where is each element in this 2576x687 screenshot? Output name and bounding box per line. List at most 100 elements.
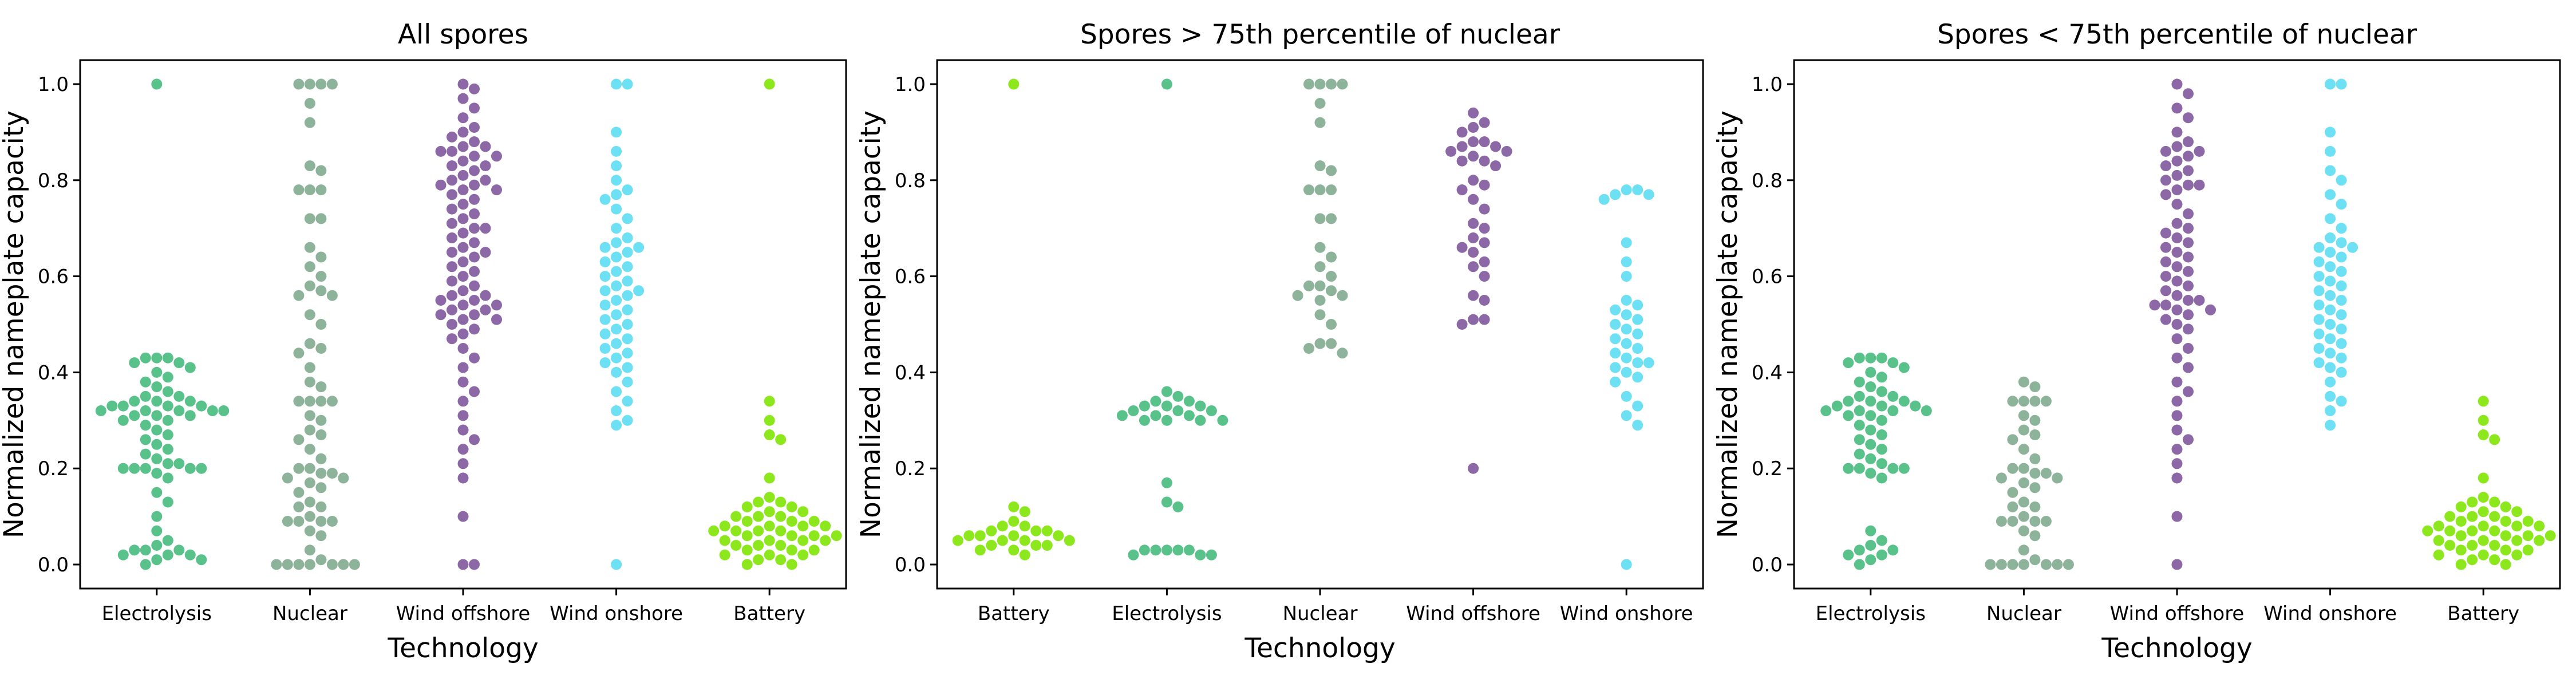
y-tick-label: 0.0 xyxy=(38,554,69,577)
point-nuclear xyxy=(315,453,327,464)
point-wind-onshore xyxy=(611,203,622,215)
point-wind-offshore xyxy=(447,218,457,229)
point-wind-offshore xyxy=(2160,145,2171,157)
point-wind-offshore xyxy=(1468,122,1479,133)
point-electrolysis xyxy=(1172,501,1184,512)
point-nuclear xyxy=(315,285,327,297)
point-wind-offshore xyxy=(1456,127,1468,138)
point-electrolysis xyxy=(1195,400,1206,412)
point-battery xyxy=(2522,530,2534,542)
point-battery xyxy=(786,501,797,512)
point-wind-onshore xyxy=(1632,328,1643,339)
point-battery xyxy=(764,472,775,484)
point-electrolysis xyxy=(162,535,173,546)
point-wind-offshore xyxy=(2160,256,2171,267)
point-nuclear xyxy=(315,319,327,330)
point-wind-onshore xyxy=(622,290,633,301)
point-nuclear xyxy=(2018,463,2029,474)
point-nuclear xyxy=(304,424,315,436)
point-electrolysis xyxy=(1854,544,1865,556)
point-battery xyxy=(2511,549,2523,560)
point-wind-onshore xyxy=(1621,410,1632,421)
point-battery xyxy=(753,525,764,536)
point-battery xyxy=(797,520,809,532)
point-wind-onshore xyxy=(1621,309,1632,321)
point-wind-offshore xyxy=(2194,145,2205,157)
point-wind-offshore xyxy=(469,151,480,162)
y-tick-label: 0.6 xyxy=(895,266,926,289)
point-wind-offshore xyxy=(2183,88,2194,100)
point-wind-onshore xyxy=(1621,271,1632,282)
point-wind-offshore xyxy=(447,261,457,273)
point-wind-offshore xyxy=(435,145,447,157)
point-wind-onshore xyxy=(2313,256,2325,267)
point-nuclear xyxy=(304,396,315,407)
point-wind-offshore xyxy=(2183,266,2194,277)
point-electrolysis xyxy=(1921,405,1932,416)
point-wind-offshore xyxy=(435,309,447,321)
point-electrolysis xyxy=(1887,544,1899,556)
point-electrolysis xyxy=(1865,525,1876,536)
point-wind-offshore xyxy=(1479,203,1490,215)
y-tick-label: 0.8 xyxy=(38,169,69,192)
point-wind-offshore xyxy=(457,376,469,388)
point-electrolysis xyxy=(1161,477,1172,488)
point-electrolysis xyxy=(162,458,173,469)
point-wind-offshore xyxy=(1456,155,1468,167)
point-wind-onshore xyxy=(2325,390,2336,402)
point-nuclear xyxy=(2029,468,2041,479)
point-battery xyxy=(2455,530,2467,542)
point-nuclear xyxy=(293,559,305,570)
point-electrolysis xyxy=(1161,386,1172,397)
point-wind-offshore xyxy=(2171,102,2183,114)
point-wind-offshore xyxy=(457,444,469,455)
point-wind-offshore xyxy=(435,295,447,306)
point-battery xyxy=(2478,472,2489,484)
point-wind-onshore xyxy=(611,175,622,186)
point-wind-onshore xyxy=(611,420,622,431)
point-wind-onshore xyxy=(1621,256,1632,267)
point-wind-onshore xyxy=(2325,165,2336,176)
point-battery xyxy=(741,544,753,556)
point-wind-offshore xyxy=(2171,319,2183,330)
point-wind-onshore xyxy=(2336,323,2347,335)
chart-title: All spores xyxy=(398,19,528,50)
point-wind-offshore xyxy=(2160,285,2171,297)
point-electrolysis xyxy=(196,554,207,566)
point-wind-onshore xyxy=(2336,251,2347,263)
point-wind-offshore xyxy=(480,141,491,152)
point-wind-offshore xyxy=(2183,151,2194,162)
point-wind-offshore xyxy=(2183,136,2194,148)
point-battery xyxy=(753,511,764,522)
point-electrolysis xyxy=(1183,544,1195,556)
point-nuclear xyxy=(1326,271,1337,282)
point-wind-offshore xyxy=(457,511,469,522)
point-battery xyxy=(1053,530,1064,542)
point-nuclear xyxy=(304,78,315,90)
point-wind-onshore xyxy=(622,213,633,224)
point-nuclear xyxy=(1303,78,1314,90)
point-electrolysis xyxy=(162,414,173,426)
point-wind-offshore xyxy=(2171,396,2183,407)
point-wind-onshore xyxy=(2313,328,2325,339)
point-wind-offshore xyxy=(1445,145,1457,157)
point-wind-onshore xyxy=(2325,261,2336,273)
point-battery xyxy=(2444,525,2456,536)
point-wind-offshore xyxy=(2171,352,2183,364)
point-wind-onshore xyxy=(2347,242,2358,253)
chart-panel-2: Spores > 75th percentile of nuclear 0.0 0.… xyxy=(855,19,1704,664)
point-battery xyxy=(764,549,775,560)
point-battery xyxy=(1030,525,1042,536)
point-electrolysis xyxy=(140,420,151,431)
point-electrolysis xyxy=(1172,544,1184,556)
point-wind-offshore xyxy=(1479,271,1490,282)
point-wind-offshore xyxy=(1468,175,1479,186)
point-wind-onshore xyxy=(599,194,611,205)
point-electrolysis xyxy=(1843,357,1854,369)
point-wind-offshore xyxy=(2171,511,2183,522)
point-wind-offshore xyxy=(1468,107,1479,119)
point-wind-offshore xyxy=(447,175,457,186)
point-wind-offshore xyxy=(2160,189,2171,200)
point-battery xyxy=(2489,525,2500,536)
